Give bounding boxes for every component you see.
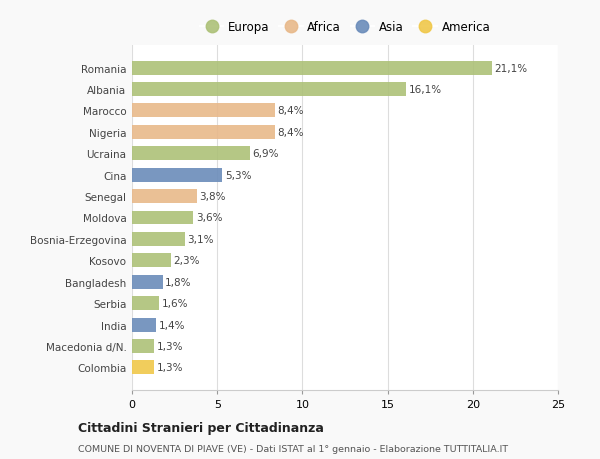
Text: Cittadini Stranieri per Cittadinanza: Cittadini Stranieri per Cittadinanza [78,421,324,434]
Bar [132,297,159,310]
Text: 1,8%: 1,8% [165,277,192,287]
Text: 3,1%: 3,1% [187,235,214,244]
Text: 6,9%: 6,9% [252,149,278,159]
Text: 8,4%: 8,4% [278,128,304,138]
Text: 1,3%: 1,3% [157,363,183,373]
Bar [132,126,275,140]
Text: 8,4%: 8,4% [278,106,304,116]
Text: 5,3%: 5,3% [225,170,251,180]
Bar [132,147,250,161]
Text: COMUNE DI NOVENTA DI PIAVE (VE) - Dati ISTAT al 1° gennaio - Elaborazione TUTTIT: COMUNE DI NOVENTA DI PIAVE (VE) - Dati I… [78,444,508,453]
Bar [132,83,406,97]
Text: 16,1%: 16,1% [409,85,442,95]
Bar [132,190,197,204]
Bar [132,104,275,118]
Bar [132,361,154,375]
Text: 3,8%: 3,8% [199,192,226,202]
Bar [132,232,185,246]
Bar [132,275,163,289]
Bar [132,339,154,353]
Text: 1,6%: 1,6% [162,298,188,308]
Text: 1,3%: 1,3% [157,341,183,351]
Bar [132,62,491,75]
Legend: Europa, Africa, Asia, America: Europa, Africa, Asia, America [196,17,494,37]
Bar [132,211,193,225]
Bar [132,318,156,332]
Text: 21,1%: 21,1% [494,63,527,73]
Text: 1,4%: 1,4% [158,320,185,330]
Text: 2,3%: 2,3% [174,256,200,266]
Bar [132,254,171,268]
Bar [132,168,223,182]
Text: 3,6%: 3,6% [196,213,223,223]
